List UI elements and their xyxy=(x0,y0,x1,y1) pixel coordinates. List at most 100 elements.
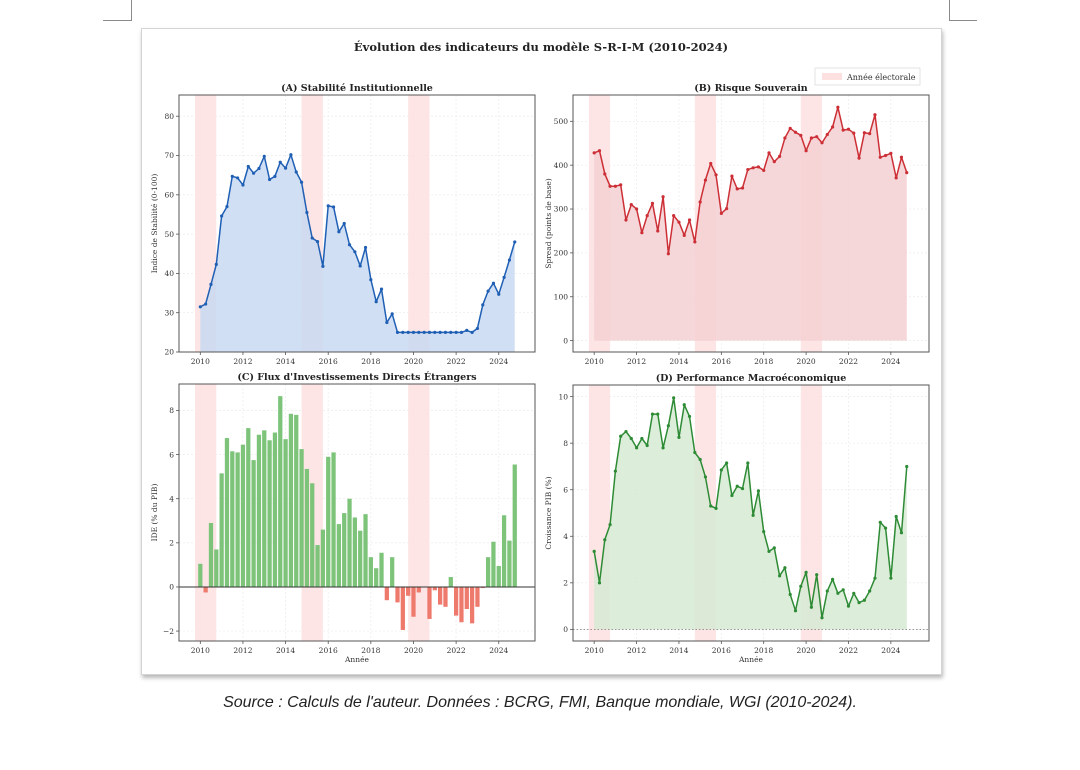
figure-canvas: Évolution des indicateurs du modèle S-R-… xyxy=(150,40,930,664)
data-point xyxy=(825,589,829,593)
bar xyxy=(448,577,453,587)
data-point xyxy=(687,414,692,419)
data-point xyxy=(624,218,628,222)
x-tick-label: 2020 xyxy=(797,357,816,366)
bar xyxy=(278,396,283,587)
data-point xyxy=(613,469,617,473)
bar xyxy=(469,586,475,624)
x-tick-label: 2010 xyxy=(585,646,604,655)
bar xyxy=(491,541,496,587)
y-tick-label: 100 xyxy=(554,292,569,301)
bar xyxy=(251,460,256,587)
bar xyxy=(459,586,464,623)
data-point xyxy=(830,125,835,129)
data-point xyxy=(299,180,304,184)
y-axis-label: Spread (points de base) xyxy=(544,178,553,269)
bar xyxy=(379,552,384,587)
data-point xyxy=(417,330,421,334)
x-tick-label: 2024 xyxy=(881,357,900,366)
bar xyxy=(501,515,507,587)
data-point xyxy=(868,589,872,593)
data-point xyxy=(629,436,633,441)
bar xyxy=(315,545,320,587)
data-point xyxy=(809,605,813,609)
data-point xyxy=(650,201,655,205)
data-point xyxy=(252,171,256,175)
data-point xyxy=(873,113,877,117)
bar xyxy=(496,565,501,587)
data-point xyxy=(735,187,739,191)
bar xyxy=(310,483,315,587)
series-area xyxy=(200,154,515,352)
x-axis-label: Année xyxy=(344,655,370,664)
data-point xyxy=(374,300,378,304)
data-point xyxy=(645,443,649,448)
data-point xyxy=(342,221,346,226)
data-point xyxy=(719,468,723,472)
y-axis-label: Croissance PIB (%) xyxy=(544,476,553,549)
data-point xyxy=(603,172,607,176)
x-tick-label: 2010 xyxy=(191,646,210,655)
data-point xyxy=(735,484,739,488)
bar xyxy=(443,586,448,607)
bar xyxy=(358,530,363,587)
data-point xyxy=(634,207,639,211)
data-point xyxy=(767,151,771,155)
panel-title: (A) Stabilité Institutionnelle xyxy=(281,83,433,94)
bar xyxy=(214,549,219,587)
y-axis-label: IDE (% du PIB) xyxy=(150,484,159,542)
data-point xyxy=(687,218,692,222)
data-point xyxy=(363,245,368,250)
x-tick-label: 2016 xyxy=(319,357,338,366)
bar xyxy=(480,586,485,589)
data-point xyxy=(241,183,245,187)
bar xyxy=(240,444,246,587)
data-point xyxy=(422,330,426,334)
x-tick-label: 2018 xyxy=(361,357,380,366)
data-point xyxy=(220,214,224,218)
legend-label: Année électorale xyxy=(846,73,916,82)
data-point xyxy=(395,330,400,334)
y-tick-label: 400 xyxy=(554,161,569,170)
data-point xyxy=(783,566,787,570)
bar xyxy=(485,557,491,587)
data-point xyxy=(883,153,888,158)
bar xyxy=(326,456,331,587)
data-point xyxy=(883,526,888,530)
data-point xyxy=(783,136,787,140)
x-tick-label: 2016 xyxy=(319,646,338,655)
bar xyxy=(336,524,342,587)
data-point xyxy=(714,173,718,177)
bar xyxy=(427,586,432,619)
data-point xyxy=(613,184,617,188)
data-point xyxy=(905,171,909,175)
x-tick-label: 2016 xyxy=(712,646,731,655)
data-point xyxy=(719,211,723,216)
data-point xyxy=(899,531,904,535)
bar xyxy=(390,557,395,587)
data-point xyxy=(661,195,665,199)
series-area xyxy=(594,397,907,630)
data-point xyxy=(481,303,485,307)
axes-frame xyxy=(572,94,930,353)
x-tick-label: 2018 xyxy=(754,357,773,366)
data-point xyxy=(693,240,697,244)
data-point xyxy=(491,281,496,285)
bar xyxy=(406,586,411,596)
bar xyxy=(208,522,214,587)
bar xyxy=(416,586,421,593)
bar xyxy=(475,586,480,607)
data-point xyxy=(725,206,729,211)
x-tick-label: 2012 xyxy=(233,646,252,655)
x-tick-label: 2020 xyxy=(797,646,816,655)
data-point xyxy=(411,330,416,334)
data-point xyxy=(634,446,639,450)
y-tick-label: 40 xyxy=(164,269,174,278)
bar xyxy=(235,452,240,587)
data-point xyxy=(846,127,851,131)
bar xyxy=(512,464,517,587)
electoral-band xyxy=(408,95,430,352)
data-point xyxy=(640,436,644,441)
panel-title: (C) Flux d'Investissements Directs Étran… xyxy=(237,371,476,383)
data-point xyxy=(661,446,665,450)
